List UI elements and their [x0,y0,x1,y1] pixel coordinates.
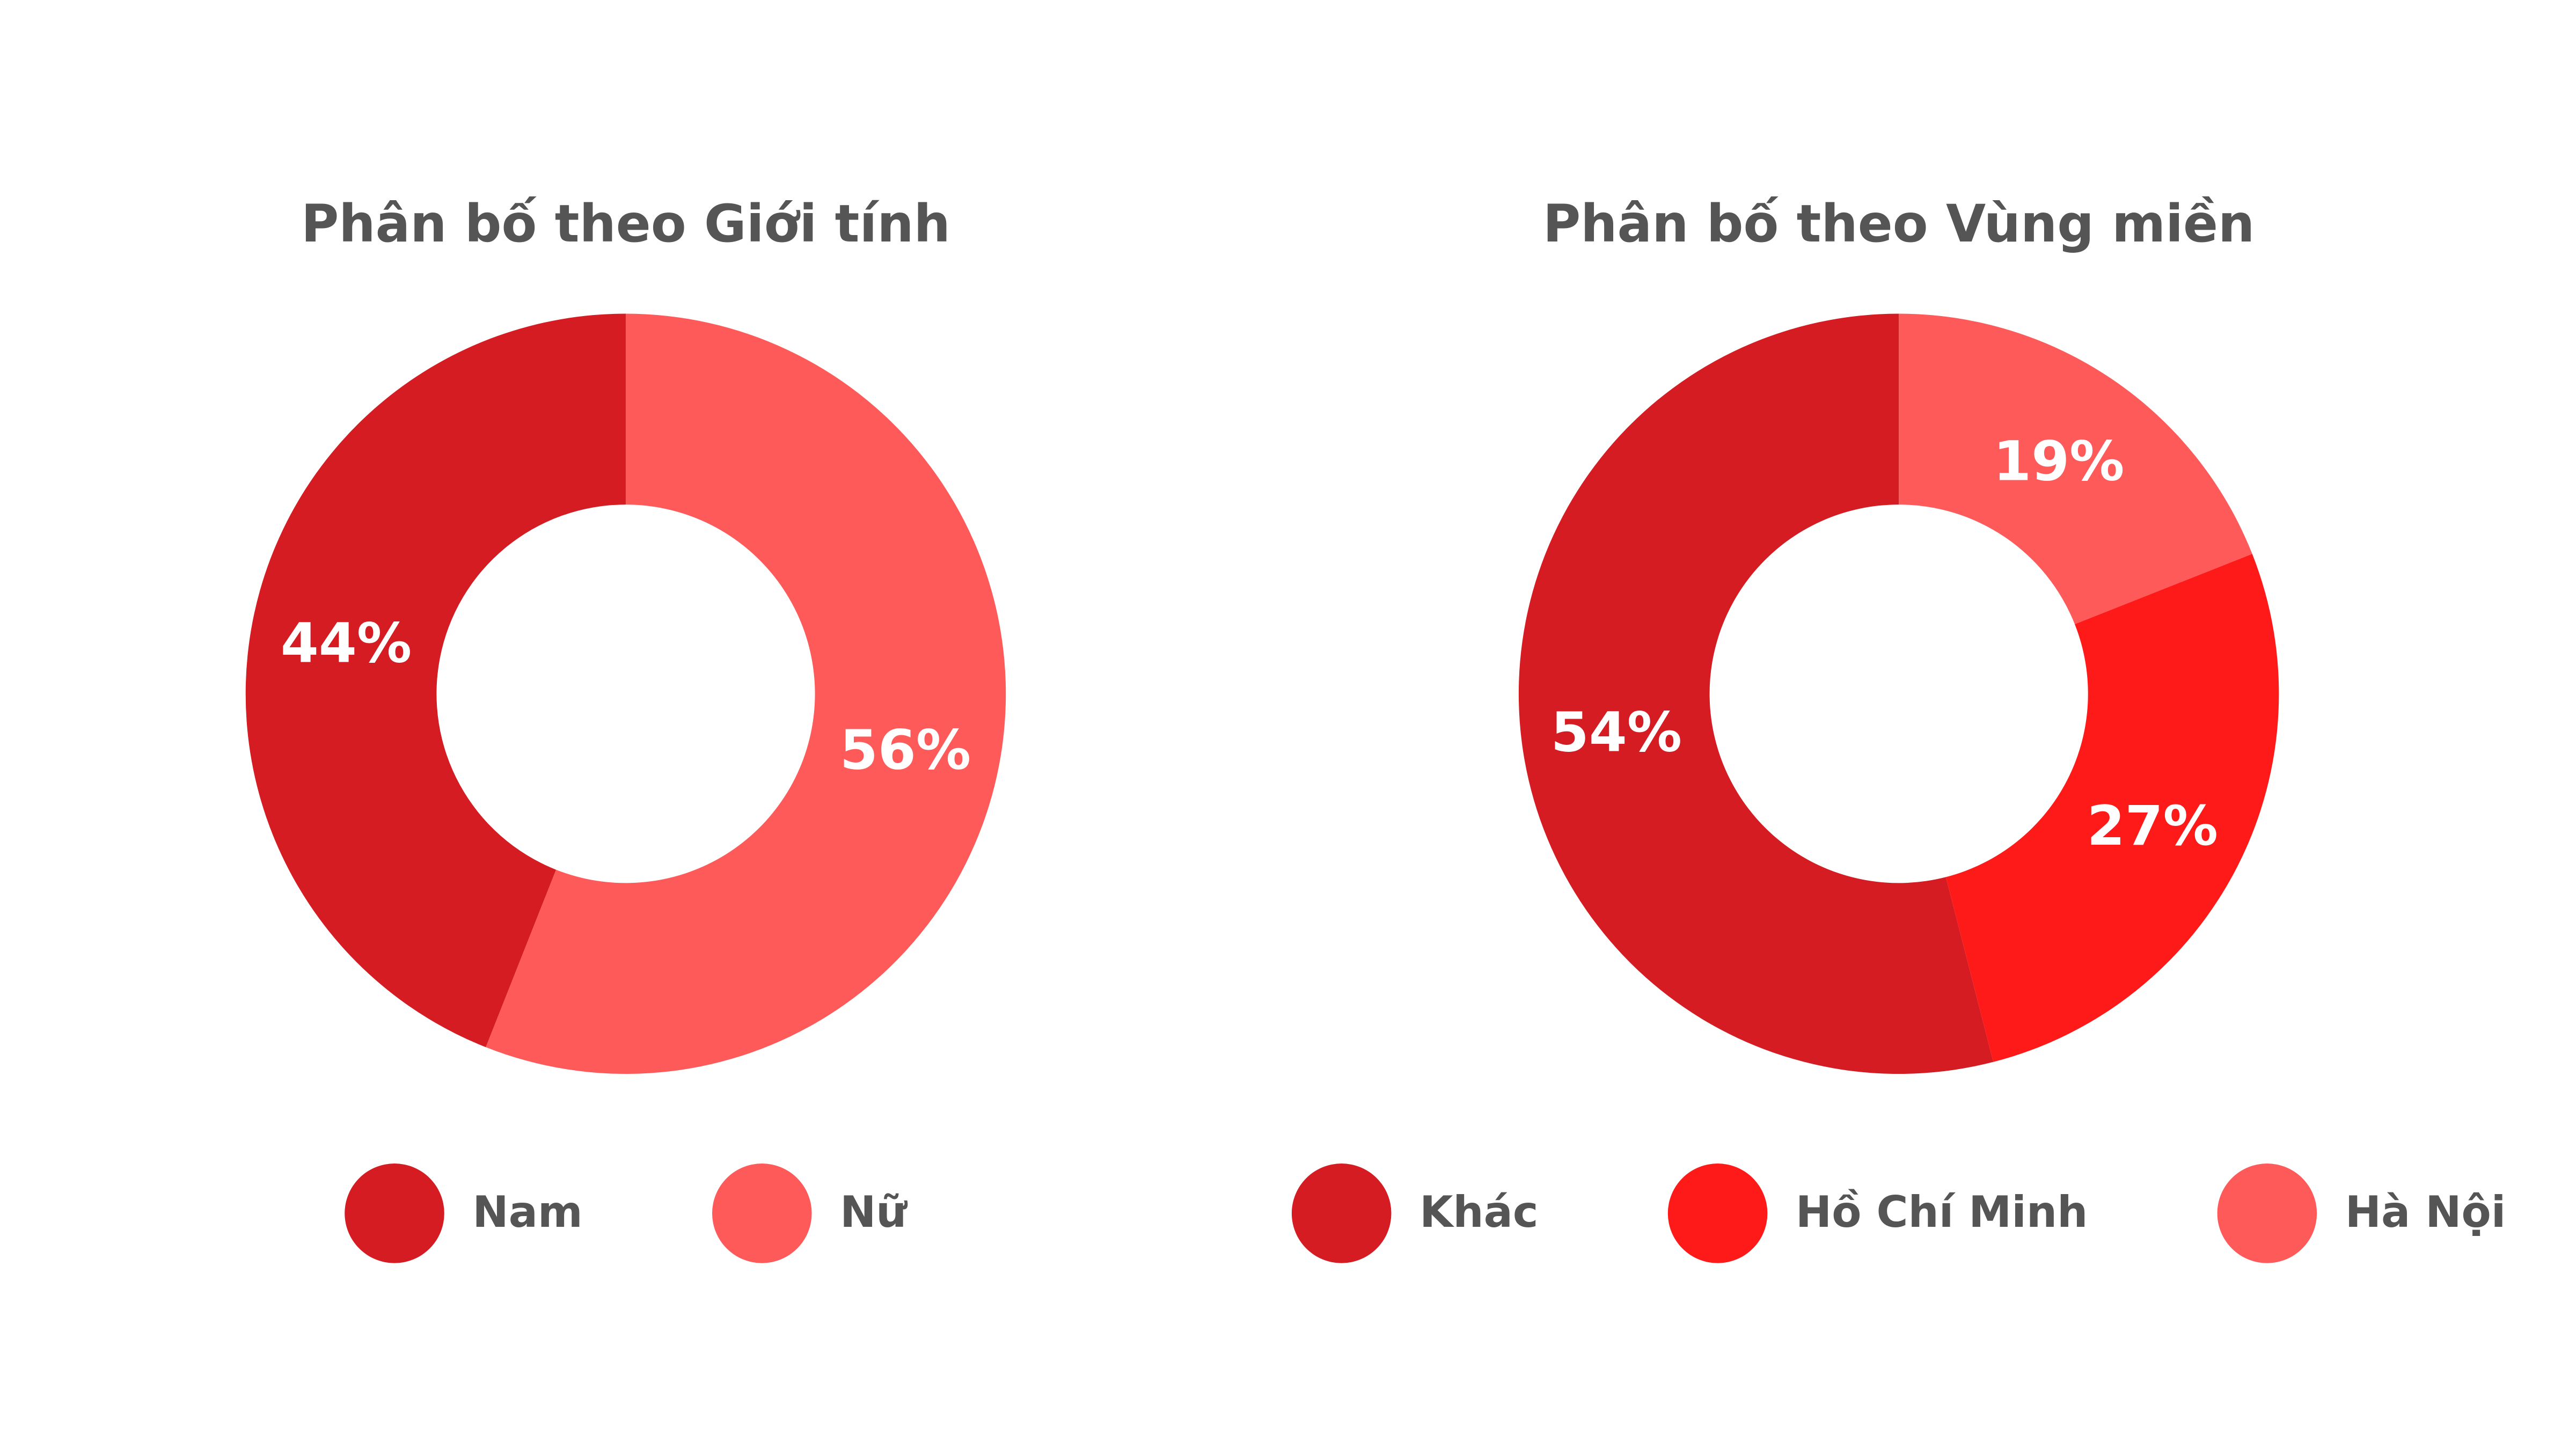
legend-label: Khác [1419,1187,1538,1237]
legend-swatch [1291,1163,1392,1263]
slice-label: 44% [281,612,412,676]
donut-chart: Phân bố theo Giới tính 44% 56% Nam Nữ [245,194,1006,1263]
legend-item: Khác [1291,1163,1539,1263]
legend-label: Nữ [840,1187,908,1237]
slice-label: 54% [1551,700,1682,764]
slice-label: 27% [2087,794,2218,858]
legend: Nam Nữ [345,1163,908,1263]
donut-slice [1518,313,1994,1074]
legend-item: Hồ Chí Minh [1667,1163,2088,1263]
donut-chart: Phân bố theo Vùng miền 54% 27% 19% Khác Hồ Ch… [1291,194,2506,1263]
slice-label: 56% [840,718,971,782]
legend-item: Hà Nội [2217,1163,2506,1263]
legend-swatch [345,1163,444,1263]
legend: Khác Hồ Chí Minh Hà Nội [1291,1163,2506,1263]
slice-label: 19% [1993,429,2124,493]
donut-slice [486,313,1006,1074]
legend-label: Nam [472,1187,582,1237]
legend-item: Nam [345,1163,583,1263]
legend-swatch [2217,1163,2317,1263]
chart-title: Phân bố theo Vùng miền [1543,194,2255,254]
chart-title: Phân bố theo Giới tính [301,194,950,254]
legend-swatch [1667,1163,1768,1263]
legend-item: Nữ [712,1163,908,1263]
legend-label: Hồ Chí Minh [1796,1187,2088,1237]
donut-slice [245,313,626,1048]
donut-slice [1899,313,2252,624]
legend-label: Hà Nội [2345,1187,2506,1237]
legend-swatch [712,1163,812,1263]
donut-slice [1945,554,2279,1062]
